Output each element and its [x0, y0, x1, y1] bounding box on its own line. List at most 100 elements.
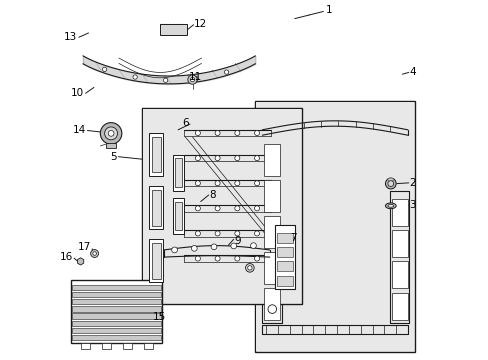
Bar — [174, 202, 182, 230]
Bar — [70, 280, 162, 343]
Bar — [255, 102, 413, 351]
Circle shape — [245, 264, 254, 272]
Ellipse shape — [387, 178, 393, 181]
Bar — [391, 293, 407, 320]
Circle shape — [104, 127, 117, 140]
Bar — [172, 198, 183, 234]
Bar — [149, 239, 163, 282]
Text: 13: 13 — [63, 32, 77, 42]
Circle shape — [234, 181, 239, 186]
Circle shape — [254, 181, 259, 186]
Circle shape — [195, 131, 200, 135]
Circle shape — [133, 75, 137, 79]
Bar — [151, 136, 161, 172]
Bar — [172, 155, 183, 191]
Bar — [160, 24, 187, 35]
Circle shape — [254, 131, 259, 135]
Circle shape — [195, 256, 200, 261]
Circle shape — [234, 256, 239, 261]
Bar — [151, 190, 161, 226]
Bar — [151, 243, 161, 279]
Bar — [72, 299, 160, 305]
Circle shape — [100, 123, 122, 144]
Circle shape — [234, 156, 239, 161]
Circle shape — [254, 231, 259, 236]
Circle shape — [234, 131, 239, 135]
Circle shape — [224, 70, 228, 74]
Bar — [391, 261, 407, 288]
Text: 4: 4 — [408, 67, 415, 77]
Bar — [72, 335, 160, 340]
Text: 7: 7 — [290, 233, 296, 243]
Bar — [102, 343, 111, 348]
Circle shape — [108, 131, 114, 136]
Text: 9: 9 — [234, 236, 241, 246]
Circle shape — [163, 78, 167, 82]
Text: 11: 11 — [188, 72, 202, 82]
Circle shape — [194, 77, 198, 81]
Circle shape — [254, 256, 259, 261]
Circle shape — [171, 247, 177, 253]
Text: 8: 8 — [209, 190, 216, 200]
Text: 6: 6 — [182, 118, 188, 128]
Text: 5: 5 — [110, 152, 117, 162]
Bar — [391, 199, 407, 226]
Circle shape — [90, 249, 99, 257]
Circle shape — [215, 256, 220, 261]
Circle shape — [195, 181, 200, 186]
Bar — [277, 247, 292, 257]
Bar — [274, 225, 294, 289]
Bar — [264, 288, 280, 320]
Ellipse shape — [387, 204, 393, 207]
Circle shape — [230, 243, 236, 249]
Circle shape — [187, 75, 197, 84]
Circle shape — [250, 243, 256, 248]
Text: 17: 17 — [78, 242, 91, 252]
Bar — [72, 314, 160, 319]
Bar — [255, 101, 414, 352]
Circle shape — [215, 156, 220, 161]
Circle shape — [215, 206, 220, 211]
Circle shape — [93, 252, 96, 255]
Bar — [72, 285, 160, 290]
Circle shape — [215, 231, 220, 236]
Bar — [142, 108, 301, 304]
Bar — [264, 144, 280, 176]
Text: 1: 1 — [325, 5, 331, 15]
Bar — [264, 216, 280, 248]
Circle shape — [191, 246, 197, 251]
Bar — [122, 343, 132, 348]
Text: 14: 14 — [73, 125, 86, 135]
Circle shape — [215, 131, 220, 135]
Circle shape — [211, 244, 217, 250]
Circle shape — [234, 206, 239, 211]
Bar — [277, 233, 292, 243]
Bar — [277, 276, 292, 286]
Bar — [72, 328, 160, 333]
Bar — [149, 133, 163, 176]
Bar — [72, 292, 160, 297]
Bar — [72, 320, 160, 326]
Circle shape — [195, 206, 200, 211]
Circle shape — [215, 181, 220, 186]
Bar — [391, 230, 407, 257]
Bar — [81, 343, 90, 348]
Circle shape — [247, 266, 251, 270]
Text: 16: 16 — [60, 252, 73, 262]
Circle shape — [254, 206, 259, 211]
Circle shape — [385, 178, 395, 189]
Bar — [264, 180, 280, 212]
Text: 10: 10 — [71, 88, 83, 98]
Circle shape — [234, 231, 239, 236]
Bar — [277, 261, 292, 271]
Text: 2: 2 — [408, 178, 415, 188]
Circle shape — [195, 156, 200, 161]
Bar — [72, 306, 160, 312]
Bar — [105, 143, 116, 148]
Circle shape — [387, 181, 393, 186]
Bar — [143, 343, 152, 348]
Bar — [142, 109, 301, 303]
Bar — [174, 158, 182, 187]
Polygon shape — [78, 258, 83, 265]
Ellipse shape — [385, 203, 395, 209]
